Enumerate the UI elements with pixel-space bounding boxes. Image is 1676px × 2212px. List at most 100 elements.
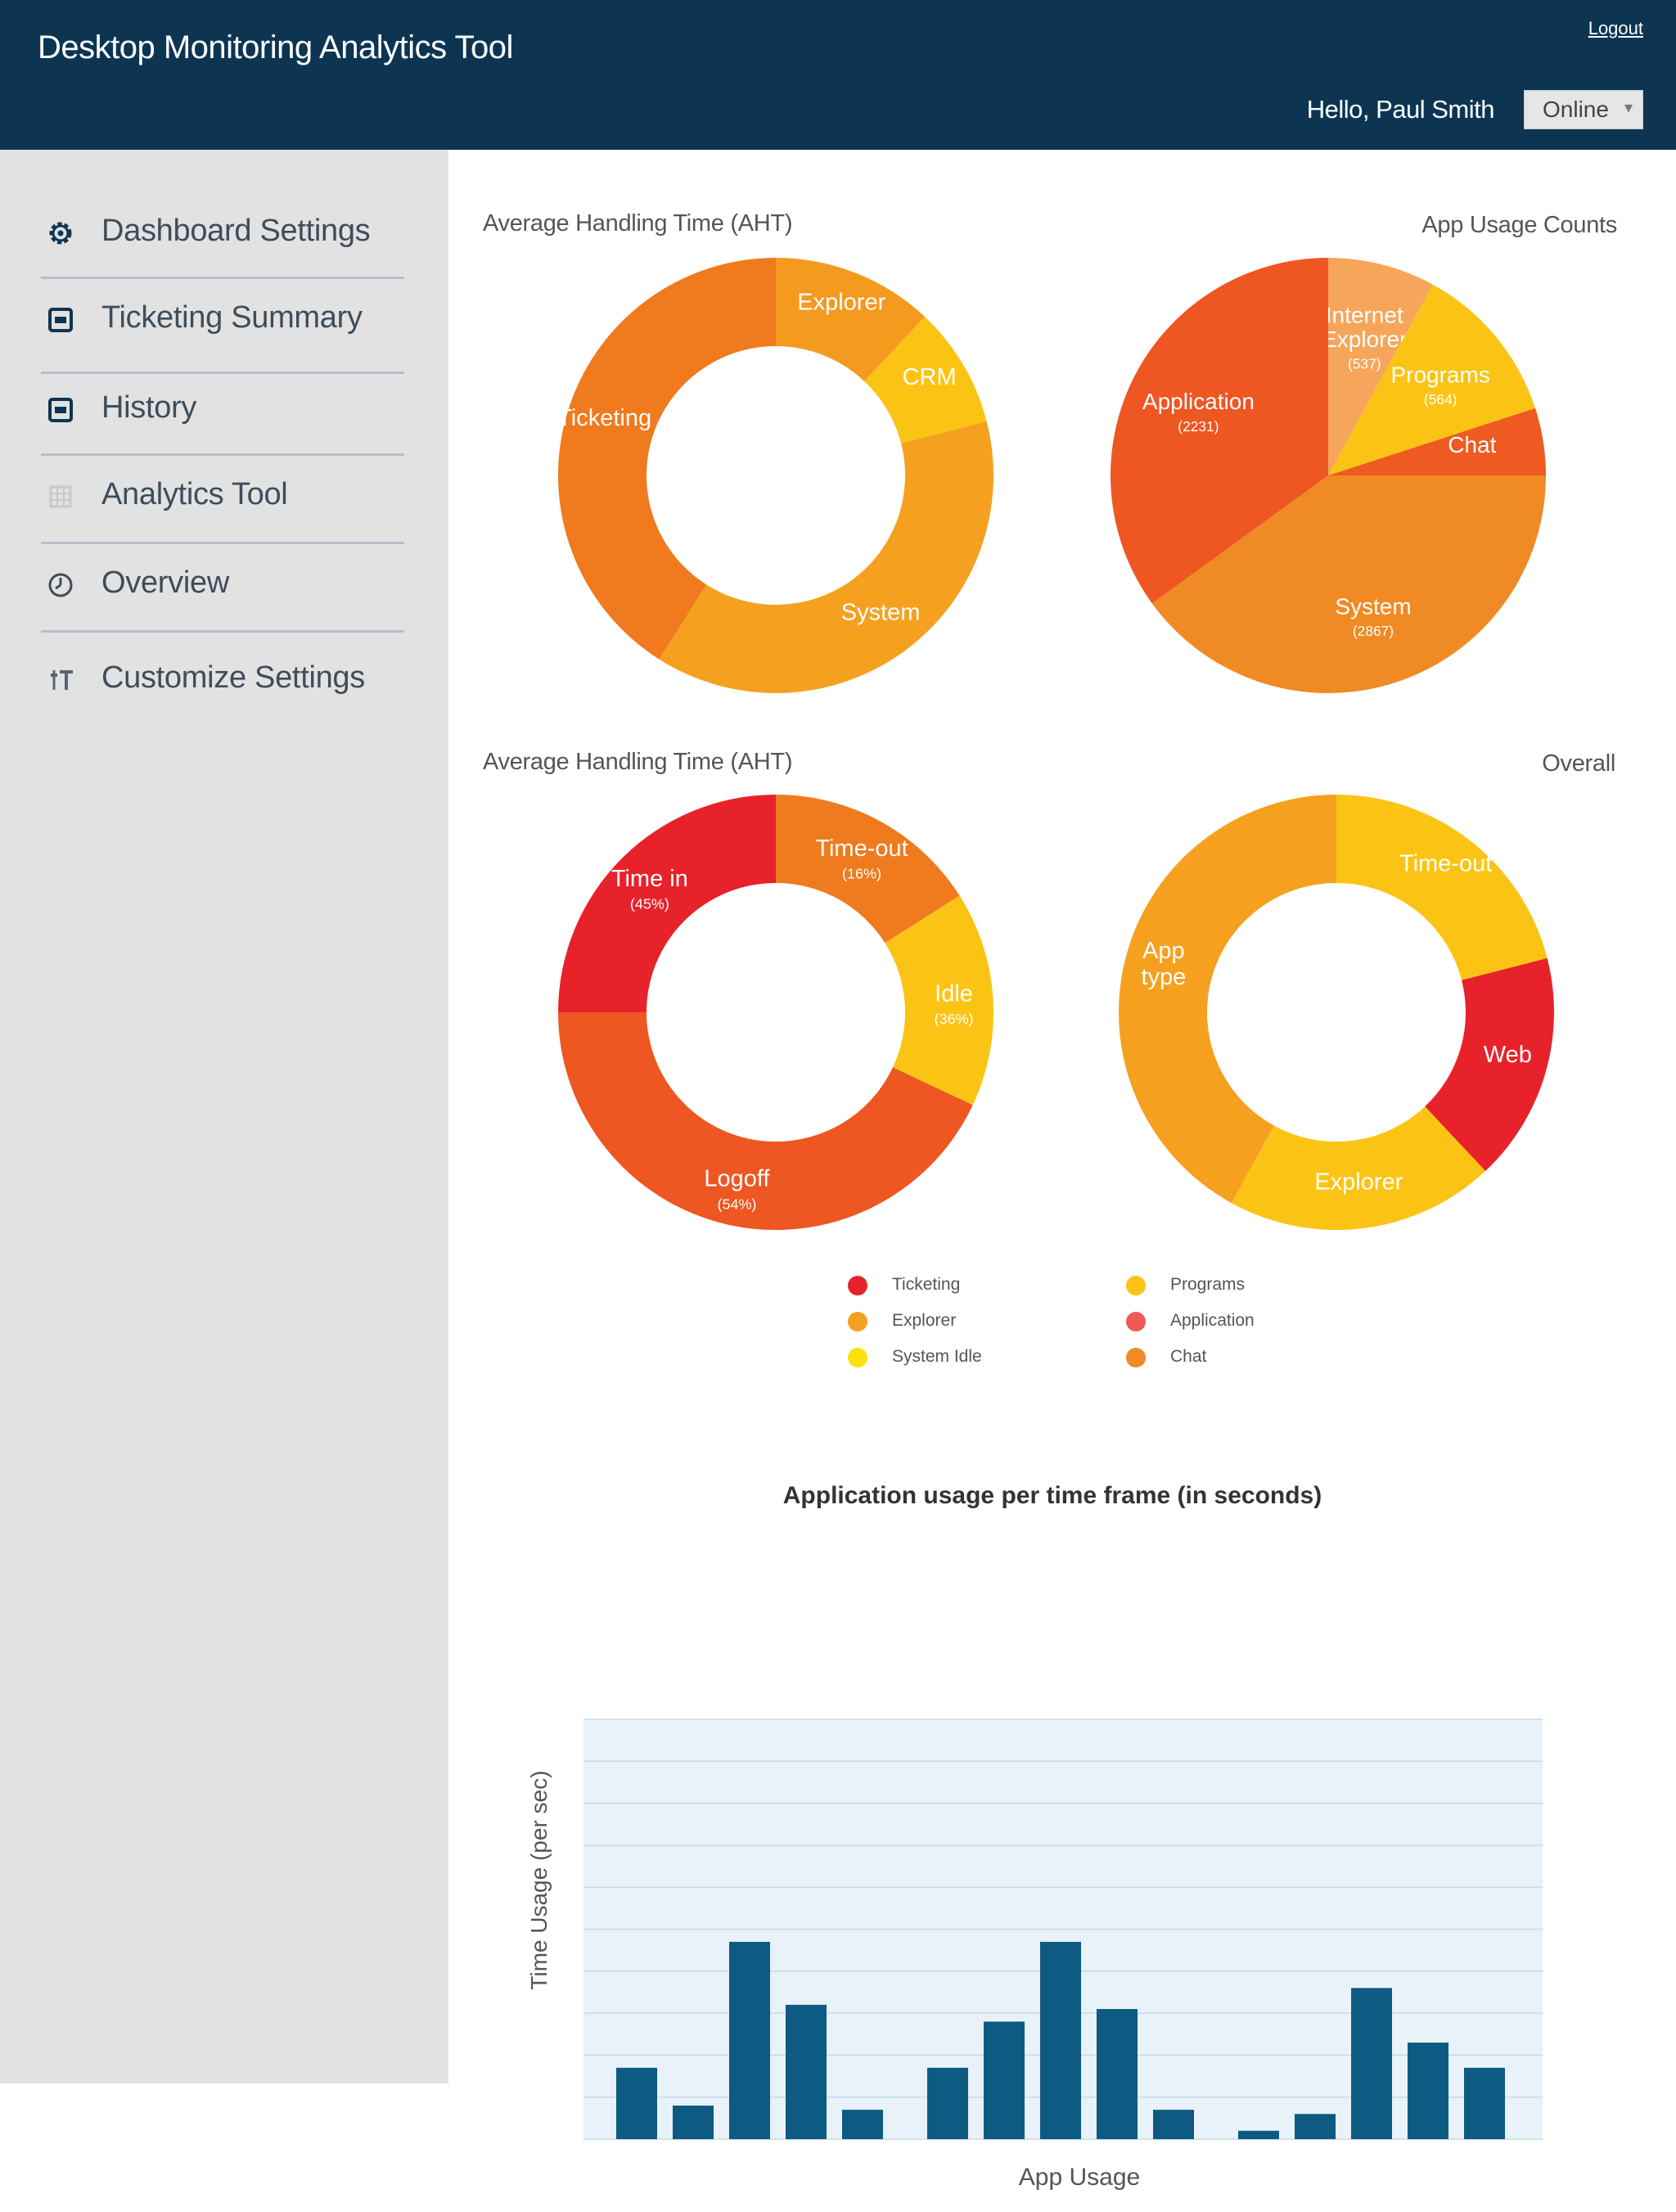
slice-label: Web: [1484, 1042, 1532, 1068]
bar-g1-1[interactable]: [616, 2067, 657, 2139]
slice-explorer[interactable]: [1231, 1106, 1486, 1231]
status-value: Online: [1543, 97, 1609, 122]
legend-dot: [848, 1276, 867, 1295]
bar-g2-4[interactable]: [1097, 2008, 1138, 2139]
bar-g1-5[interactable]: [842, 2110, 883, 2139]
chart-title-overall: Overall: [1542, 750, 1615, 777]
status-dropdown[interactable]: Online ▾: [1524, 90, 1643, 129]
slice-idle[interactable]: [885, 895, 993, 1106]
slice-label: Internet Explorer: [1322, 303, 1407, 352]
chart-aht-top: Explorer CRM System Ticketing: [557, 258, 993, 694]
slice-system[interactable]: [659, 421, 993, 694]
chart-overall: Time-out Web Explorer App type: [1119, 795, 1554, 1231]
bar-g2-2[interactable]: [984, 2021, 1025, 2139]
sidebar-item-label: Dashboard Settings: [101, 214, 371, 248]
bar-g1-4[interactable]: [786, 2004, 827, 2139]
slice-label: Programs: [1390, 363, 1489, 388]
slice-label: Logoff: [704, 1166, 770, 1192]
bar-g1-2[interactable]: [673, 2105, 714, 2139]
slice-logoff[interactable]: [558, 1012, 973, 1230]
sidebar-item-customize-settings[interactable]: Customize Settings: [41, 641, 404, 716]
slice-crm[interactable]: [864, 317, 987, 444]
bar-g2-1[interactable]: [927, 2067, 968, 2139]
chart-title-aht-top: Average Handling Time (AHT): [483, 210, 793, 237]
clock-icon: [48, 573, 73, 597]
sidebar-item-label: Overview: [101, 565, 229, 600]
bar-g3-3[interactable]: [1351, 1988, 1392, 2139]
bar-g3-2[interactable]: [1295, 2114, 1336, 2139]
legend-label: Application: [1170, 1311, 1255, 1330]
sidebar: Dashboard Settings Ticketing Summary His…: [0, 150, 448, 2084]
top-header: Desktop Monitoring Analytics Tool Logout…: [0, 0, 1676, 150]
sidebar-item-label: Analytics Tool: [101, 477, 288, 511]
square-icon: [48, 308, 73, 332]
user-greeting: Hello, Paul Smith: [1306, 95, 1495, 124]
grid-icon: [49, 485, 72, 508]
slice-label: Ticketing: [557, 405, 651, 431]
slice-sublabel: (45%): [630, 895, 669, 912]
slice-label: System: [841, 599, 921, 625]
slice-label: CRM: [903, 364, 957, 390]
square-icon: [48, 398, 73, 422]
main-content: Average Handling Time (AHT) App Usage Co…: [448, 150, 1676, 2191]
legend-label: System Idle: [892, 1347, 982, 1366]
sliders-icon: [51, 670, 73, 690]
slice-label: Explorer: [797, 289, 885, 315]
logout-link[interactable]: Logout: [1588, 18, 1643, 38]
slice-sublabel: (54%): [717, 1196, 756, 1212]
slice-application[interactable]: [1111, 258, 1328, 604]
sidebar-item-ticketing-summary[interactable]: Ticketing Summary: [41, 281, 404, 356]
bar-g2-3[interactable]: [1040, 1941, 1081, 2139]
slice-time-out[interactable]: [776, 795, 960, 944]
sidebar-item-overview[interactable]: Overview: [41, 546, 404, 621]
slice-internet-explorer[interactable]: [1328, 258, 1434, 475]
bar-chart: App Usage Time Usage (per sec): [526, 1719, 1543, 2191]
chevron-down-icon: ▾: [1624, 99, 1633, 117]
legend-dot: [848, 1312, 867, 1331]
divider: [41, 630, 404, 633]
slice-label: Chat: [1448, 432, 1496, 457]
slice-label: Idle: [935, 980, 973, 1007]
slice-programs[interactable]: [1328, 284, 1535, 475]
slice-sublabel: (564): [1424, 391, 1457, 408]
bar-chart-title: Application usage per time frame (in sec…: [782, 1482, 1322, 1509]
slice-web[interactable]: [1425, 957, 1554, 1171]
slice-time-out[interactable]: [1336, 795, 1548, 980]
sidebar-item-dashboard-settings[interactable]: Dashboard Settings: [41, 194, 404, 269]
chart-title-aht-bottom: Average Handling Time (AHT): [483, 749, 793, 775]
chart-title-app-usage: App Usage Counts: [1421, 212, 1617, 238]
divider: [41, 453, 404, 456]
slice-system[interactable]: [1151, 475, 1546, 694]
slice-sublabel: (537): [1348, 356, 1381, 372]
chart-aht-bottom: Time-out (16%) Idle (36%) Logoff (54%) Time in…: [558, 795, 993, 1230]
slice-sublabel: (2231): [1178, 418, 1219, 435]
sidebar-item-history[interactable]: History: [41, 371, 404, 446]
slice-label: Time-out: [815, 836, 908, 862]
divider: [41, 277, 404, 279]
app-title: Desktop Monitoring Analytics Tool: [38, 29, 513, 65]
slice-chat[interactable]: [1328, 408, 1546, 475]
bar-g3-1[interactable]: [1238, 2130, 1279, 2139]
slice-label: Explorer: [1314, 1169, 1403, 1195]
sidebar-item-label: History: [101, 390, 197, 425]
slice-ticketing[interactable]: [558, 258, 776, 660]
bar-g1-3[interactable]: [729, 1941, 770, 2139]
legend-label: Ticketing: [892, 1275, 961, 1294]
slice-app-type[interactable]: [1119, 795, 1336, 1204]
legend-label: Programs: [1170, 1275, 1246, 1294]
slice-label: Application: [1142, 389, 1255, 414]
bar-g3-4[interactable]: [1408, 2043, 1448, 2139]
slice-time-in[interactable]: [558, 795, 776, 1012]
bar-g3-5[interactable]: [1464, 2067, 1505, 2139]
bar-g2-5[interactable]: [1153, 2110, 1194, 2139]
donut-charts: Explorer CRM System Ticketing Internet Explor…: [557, 258, 1554, 1231]
divider: [41, 372, 404, 374]
sidebar-item-analytics-tool[interactable]: Analytics Tool: [41, 457, 404, 533]
legend-label: Chat: [1170, 1347, 1207, 1366]
y-axis-label: Time Usage (per sec): [526, 1770, 552, 1989]
slice-explorer[interactable]: [776, 258, 926, 381]
legend-dot: [1126, 1276, 1146, 1295]
legend-dot: [1126, 1312, 1146, 1331]
legend-dot: [1126, 1348, 1146, 1367]
legend-dot: [848, 1348, 867, 1367]
